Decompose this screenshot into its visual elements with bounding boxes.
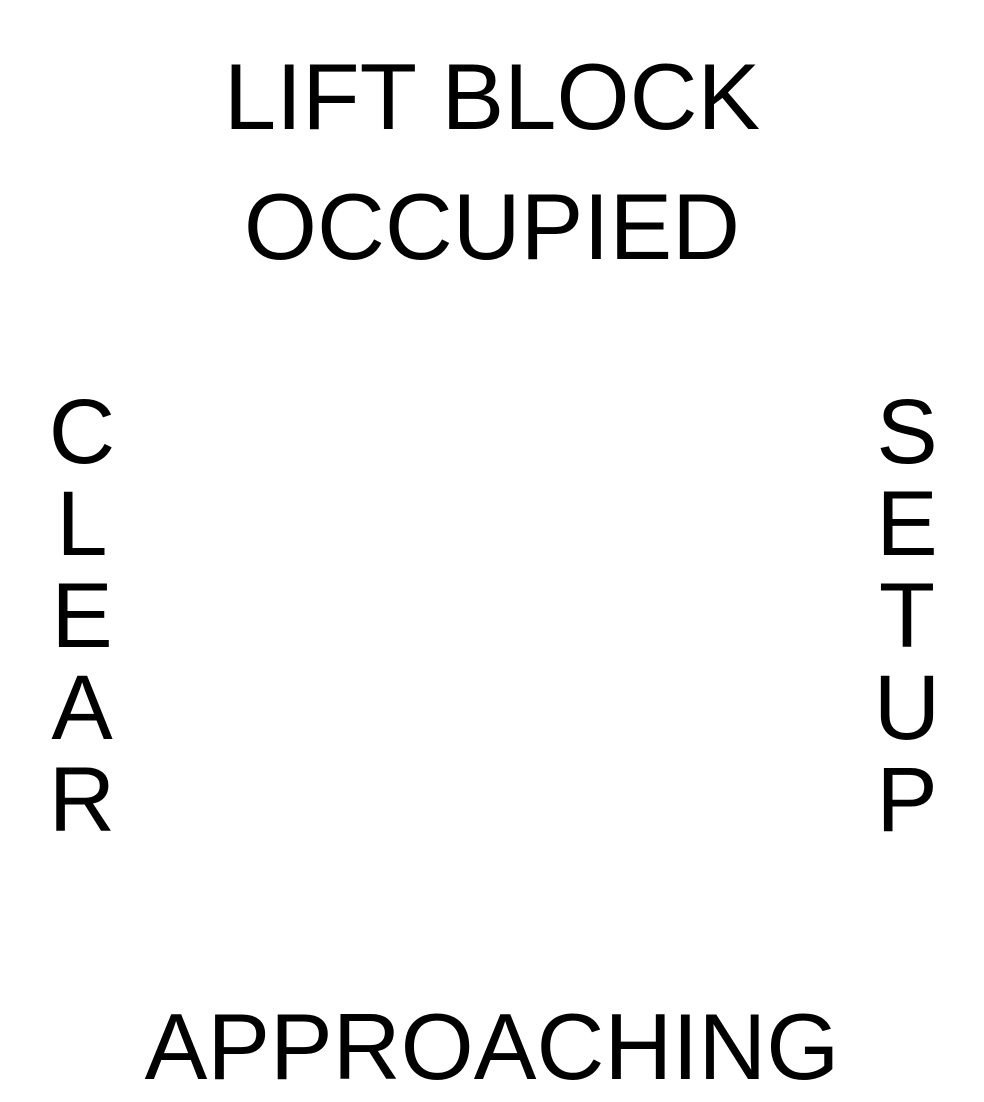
left-letter: L	[56, 473, 108, 575]
right-letter: P	[876, 749, 938, 851]
left-letter: R	[48, 749, 116, 851]
left-letter: C	[48, 381, 116, 483]
top-label-line-1: LIFT BLOCK	[223, 44, 761, 149]
right-letter: U	[873, 657, 941, 759]
right-letter: T	[878, 565, 936, 667]
left-letter: A	[51, 657, 113, 759]
left-letter: E	[51, 565, 113, 667]
left-vertical-label: C L E A R	[37, 386, 127, 846]
right-vertical-label: S E T U P	[862, 386, 952, 846]
top-label-line-2: OCCUPIED	[243, 174, 741, 279]
bottom-label: APPROACHING	[144, 994, 840, 1099]
right-letter: E	[876, 473, 938, 575]
right-letter: S	[876, 381, 938, 483]
